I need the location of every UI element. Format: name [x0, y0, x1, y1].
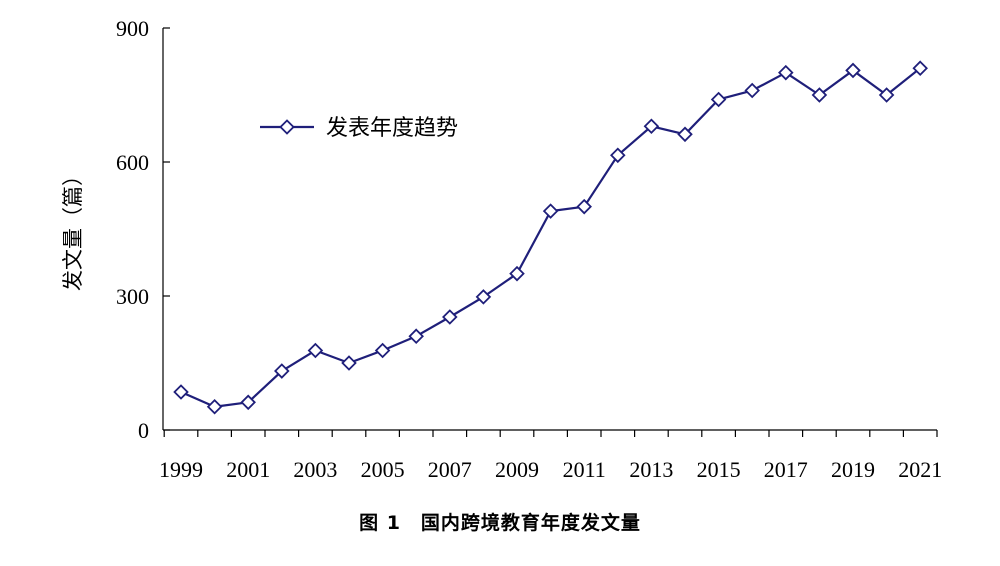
- data-point: [307, 342, 324, 359]
- series-line: [180, 67, 921, 408]
- series-layer: [173, 60, 928, 415]
- x-tick-label: 1999: [159, 457, 203, 482]
- x-tick-label: 2015: [697, 457, 741, 482]
- line-chart: 0 300 600 900 1999 2001 2003 2005 2007 2009 2011 20…: [61, 16, 942, 482]
- data-point: [206, 399, 223, 415]
- data-point: [442, 309, 458, 325]
- figure-caption: 图 1 国内跨境教育年度发文量: [359, 512, 641, 534]
- x-tick-label: 2001: [226, 457, 270, 482]
- data-point: [576, 198, 592, 215]
- data-point: [475, 289, 492, 305]
- data-point: [643, 118, 660, 135]
- data-point: [878, 87, 895, 103]
- data-point: [811, 87, 828, 103]
- data-point: [173, 384, 189, 400]
- x-tick-label: 2011: [563, 457, 606, 482]
- data-point: [710, 91, 727, 108]
- data-point: [408, 328, 424, 344]
- data-point: [374, 342, 391, 359]
- data-point: [509, 265, 525, 282]
- y-tick-label: 600: [116, 150, 149, 175]
- data-point: [845, 62, 861, 79]
- x-tick-label: 2017: [764, 457, 808, 482]
- y-tick-label: 0: [138, 418, 149, 443]
- data-point: [744, 82, 760, 99]
- x-tick-label: 2009: [495, 457, 539, 482]
- y-tick-label: 300: [116, 284, 149, 309]
- data-point: [341, 355, 357, 371]
- data-point: [778, 64, 794, 81]
- x-tick-label: 2007: [428, 457, 472, 482]
- data-point: [240, 394, 256, 411]
- x-tick-label: 2013: [629, 457, 673, 482]
- data-point: [610, 147, 626, 164]
- x-tick-label: 2021: [898, 457, 942, 482]
- data-point: [542, 203, 559, 219]
- x-tick-label: 2003: [293, 457, 337, 482]
- x-tick-label: 2005: [361, 457, 405, 482]
- y-tick-label: 900: [116, 16, 149, 41]
- data-point: [677, 126, 693, 143]
- legend-marker: [279, 119, 295, 135]
- legend-label: 发表年度趋势: [326, 116, 458, 141]
- axes: [162, 28, 937, 431]
- data-point: [912, 60, 928, 76]
- legend: 发表年度趋势: [260, 116, 458, 141]
- y-axis-label: 发文量（篇）: [61, 165, 85, 291]
- axis-ticks: 0 300 600 900 1999 2001 2003 2005 2007 2009 2011 20…: [116, 16, 942, 482]
- x-tick-label: 2019: [831, 457, 875, 482]
- data-point: [274, 363, 290, 379]
